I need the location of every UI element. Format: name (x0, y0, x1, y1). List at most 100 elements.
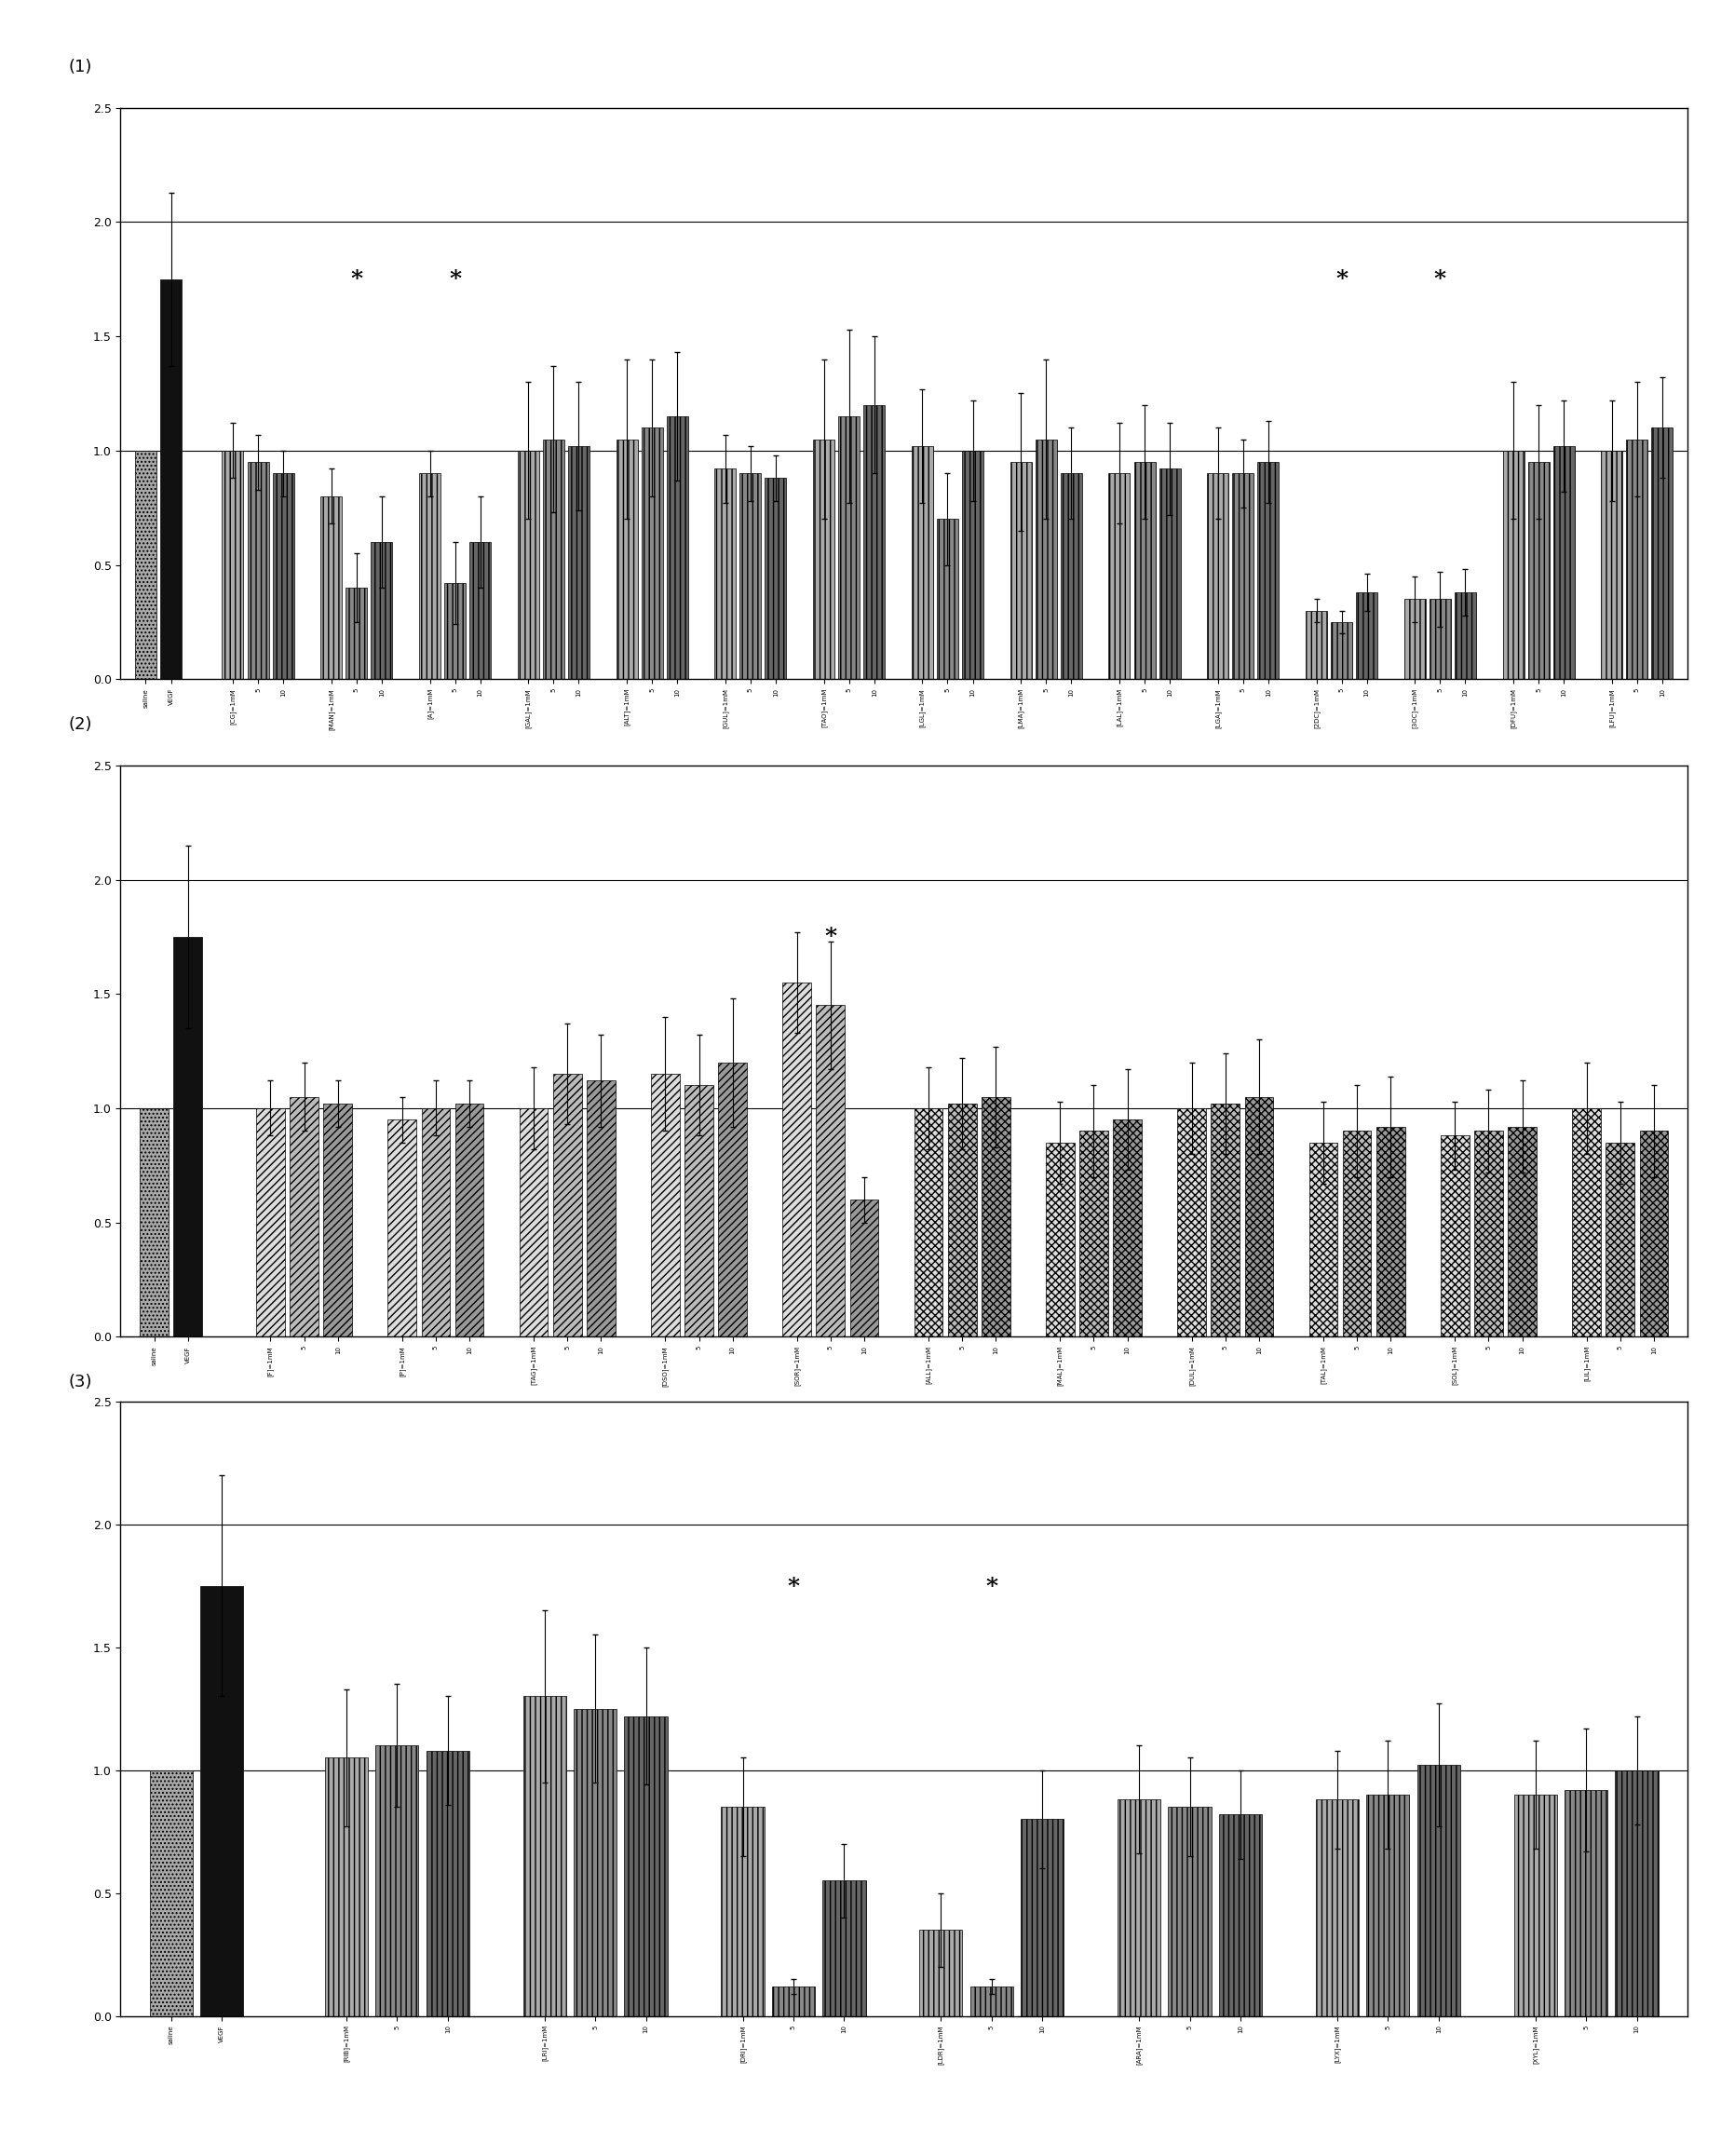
Text: *: * (1434, 267, 1446, 291)
Bar (134, 451, 157, 679)
Bar (272, 474, 294, 679)
Bar (838, 416, 859, 679)
Bar (625, 1716, 668, 2016)
Bar (1650, 427, 1673, 679)
Bar (573, 1708, 616, 2016)
Bar (947, 1104, 976, 1337)
Bar (520, 1108, 547, 1337)
Bar (823, 1880, 866, 2016)
Bar (422, 1108, 449, 1337)
Text: *: * (1335, 267, 1348, 291)
Bar (150, 1770, 193, 2016)
Bar (1502, 451, 1523, 679)
Bar (518, 451, 539, 679)
Text: (1): (1) (69, 58, 93, 75)
Bar (418, 474, 441, 679)
Bar (427, 1751, 470, 2016)
Bar (587, 1080, 614, 1337)
Bar (1473, 1132, 1502, 1337)
Bar (1428, 599, 1451, 679)
Bar (1513, 1794, 1556, 2016)
Bar (1206, 474, 1227, 679)
Bar (969, 1986, 1012, 2016)
Bar (444, 582, 465, 679)
Bar (850, 1199, 878, 1337)
Bar (616, 440, 637, 679)
Bar (1454, 593, 1475, 679)
Text: *: * (984, 1576, 996, 1598)
Bar (1330, 621, 1351, 679)
Bar (1527, 461, 1549, 679)
Bar (1403, 599, 1425, 679)
Text: *: * (349, 267, 363, 291)
Bar (1375, 1125, 1404, 1337)
Bar (812, 440, 835, 679)
Bar (1210, 1104, 1239, 1337)
Bar (1416, 1766, 1459, 2016)
Bar (324, 1104, 353, 1337)
Bar (387, 1119, 416, 1337)
Bar (248, 461, 268, 679)
Text: (2): (2) (69, 716, 93, 733)
Bar (936, 520, 957, 679)
Bar (651, 1074, 680, 1337)
Bar (1626, 440, 1647, 679)
Bar (289, 1097, 318, 1337)
Bar (1244, 1097, 1272, 1337)
Bar (256, 1108, 284, 1337)
Bar (1356, 593, 1377, 679)
Bar (1614, 1770, 1657, 2016)
Bar (160, 280, 181, 679)
Text: *: * (449, 267, 461, 291)
Bar (1232, 474, 1253, 679)
Bar (666, 416, 688, 679)
Bar (1021, 1820, 1064, 2016)
Bar (1564, 1789, 1607, 2016)
Bar (454, 1104, 484, 1337)
Bar (1342, 1132, 1370, 1337)
Bar (1305, 610, 1327, 679)
Bar (200, 1587, 243, 2016)
Bar (552, 1074, 582, 1337)
Bar (714, 468, 735, 679)
Bar (174, 936, 201, 1337)
Bar (910, 446, 933, 679)
Bar (325, 1757, 368, 2016)
Bar (1366, 1794, 1409, 2016)
Text: (3): (3) (69, 1373, 93, 1391)
Bar (1638, 1132, 1668, 1337)
Bar (1132, 461, 1155, 679)
Bar (1045, 1143, 1074, 1337)
Bar (370, 541, 392, 679)
Bar (1112, 1119, 1141, 1337)
Bar (542, 440, 564, 679)
Bar (1308, 1143, 1337, 1337)
Bar (919, 1930, 962, 2016)
Bar (781, 983, 811, 1337)
Bar (568, 446, 589, 679)
Bar (1117, 1800, 1160, 2016)
Bar (320, 496, 342, 679)
Bar (1606, 1143, 1633, 1337)
Bar (721, 1807, 764, 2016)
Bar (718, 1063, 747, 1337)
Bar (981, 1097, 1010, 1337)
Bar (1601, 451, 1621, 679)
Bar (914, 1108, 943, 1337)
Bar (523, 1697, 566, 2016)
Bar (1079, 1132, 1108, 1337)
Bar (1010, 461, 1031, 679)
Bar (1034, 440, 1057, 679)
Bar (1108, 474, 1129, 679)
Bar (346, 589, 367, 679)
Bar (1552, 446, 1573, 679)
Bar (685, 1084, 712, 1337)
Bar (1440, 1136, 1468, 1337)
Bar (139, 1108, 169, 1337)
Bar (1508, 1125, 1535, 1337)
Text: *: * (824, 925, 836, 949)
Bar (1177, 1108, 1205, 1337)
Bar (740, 474, 761, 679)
Bar (771, 1986, 814, 2016)
Bar (222, 451, 243, 679)
